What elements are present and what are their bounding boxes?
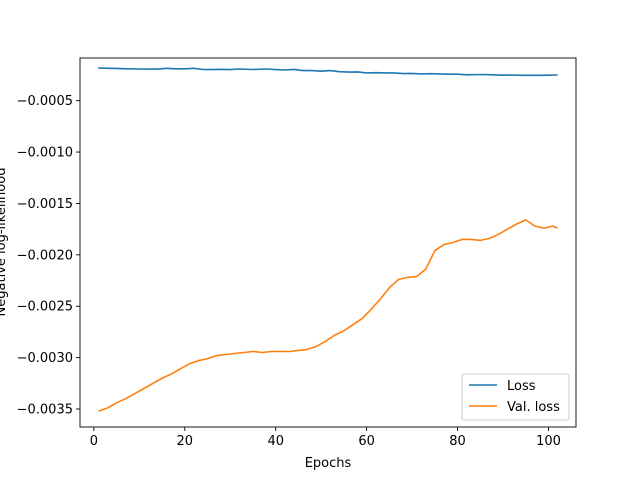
y-tick-label: −0.0025	[17, 300, 73, 315]
x-tick-label: 80	[449, 434, 466, 449]
y-tick-label: −0.0035	[17, 403, 73, 418]
x-tick-label: 100	[536, 434, 561, 449]
legend-label-val-loss: Val. loss	[507, 400, 560, 415]
x-tick-label: 40	[267, 434, 284, 449]
plot-area	[98, 67, 558, 412]
y-tick-label: −0.0030	[17, 351, 73, 366]
y-tick-label: −0.0020	[17, 248, 73, 263]
series-line-loss	[98, 67, 558, 77]
axes: 0 20 40 60 80 100 −0.0035 −0.0030 −0.0025 −0.002…	[0, 57, 577, 471]
y-axis-label: Negative log-likelihood	[0, 168, 9, 317]
y-tick-label: −0.0010	[17, 146, 73, 161]
x-tick-label: 20	[177, 434, 194, 449]
y-tick-label: −0.0015	[17, 197, 73, 212]
y-axis-ticks: −0.0035 −0.0030 −0.0025 −0.0020 −0.0015 −0.00…	[17, 94, 80, 418]
axes-frame	[79, 57, 577, 428]
legend-label-loss: Loss	[507, 379, 536, 394]
x-tick-label: 0	[90, 434, 98, 449]
series-line-val-loss	[98, 219, 558, 412]
legend: Loss Val. loss	[461, 373, 570, 421]
x-tick-label: 60	[358, 434, 375, 449]
y-tick-label: −0.0005	[17, 94, 73, 109]
x-axis-ticks: 0 20 40 60 80 100	[90, 427, 561, 449]
x-axis-label: Epochs	[305, 456, 352, 471]
